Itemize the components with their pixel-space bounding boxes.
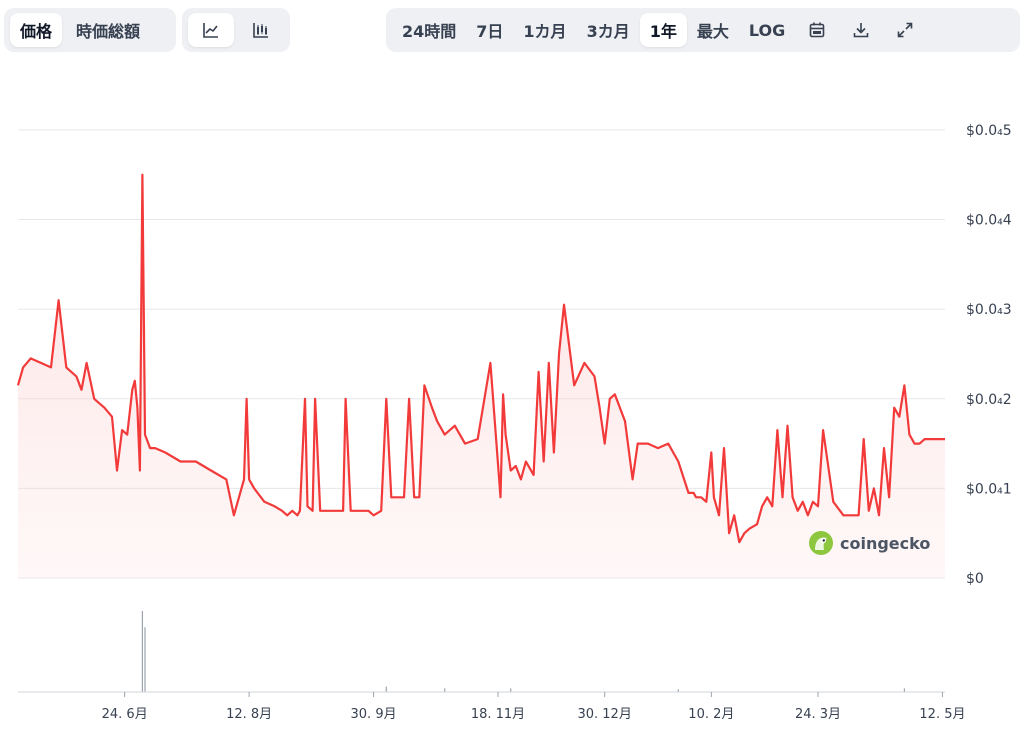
x-axis-ticks: 24. 6月 12. 8月 30. 9月 18. 11月 30. 12月 10. 2月 24… xyxy=(102,692,965,722)
y-tick-label-4: $0.0₄1 xyxy=(966,481,1012,497)
candlestick-chart-button[interactable] xyxy=(238,13,284,47)
calendar-icon xyxy=(809,22,825,38)
volume-bar-3 xyxy=(444,688,446,692)
tab-price[interactable]: 価格 xyxy=(10,13,63,47)
volume-bar-1 xyxy=(144,627,146,692)
tab-range-24h[interactable]: 24時間 xyxy=(402,22,457,41)
price-series-line xyxy=(16,173,945,544)
candlestick-chart-icon xyxy=(253,23,268,38)
y-axis-ticks: $0.0₄5 $0.0₄4 $0.0₄3 $0.0₄2 $0.0₄1 $0 xyxy=(966,123,1012,587)
metric-tab-group: 価格 時価総額 xyxy=(4,8,176,52)
tab-log-scale[interactable]: LOG xyxy=(748,20,786,40)
coingecko-watermark: coingecko xyxy=(808,530,930,556)
volume-bars xyxy=(141,611,905,692)
tab-range-max[interactable]: 最大 xyxy=(696,22,729,41)
tab-range-1y[interactable]: 1年 xyxy=(639,13,687,47)
y-tick-label-3: $0.0₄2 xyxy=(966,392,1012,408)
volume-bar-5 xyxy=(677,689,679,692)
tab-range-3m[interactable]: 3カ月 xyxy=(586,22,630,41)
volume-bar-4 xyxy=(510,688,512,692)
y-tick-label-0: $0.0₄5 xyxy=(966,123,1012,139)
range-tab-group: 24時間 7日 1カ月 3カ月 1年 最大 LOG xyxy=(386,8,1020,52)
line-chart-icon xyxy=(203,23,218,38)
download-button[interactable] xyxy=(839,13,883,47)
calendar-button[interactable] xyxy=(795,13,839,47)
line-chart-button[interactable] xyxy=(188,13,234,47)
y-tick-label-1: $0.0₄4 xyxy=(966,213,1012,229)
fullscreen-icon xyxy=(897,22,913,38)
y-tick-label-2: $0.0₄3 xyxy=(966,302,1012,318)
tab-range-7d[interactable]: 7日 xyxy=(476,22,504,41)
volume-bar-0 xyxy=(141,611,143,692)
x-tick-label-3: 18. 11月 xyxy=(471,707,525,722)
fullscreen-button[interactable] xyxy=(883,13,927,47)
y-tick-label-5: $0 xyxy=(966,571,984,587)
tab-market-cap[interactable]: 時価総額 xyxy=(76,22,141,41)
x-tick-label-6: 24. 3月 xyxy=(795,707,841,722)
volume-bar-2 xyxy=(385,686,387,692)
download-icon xyxy=(853,23,869,38)
x-tick-label-2: 30. 9月 xyxy=(351,707,397,722)
coingecko-wordmark: coingecko xyxy=(840,533,931,553)
x-tick-label-7: 12. 5月 xyxy=(919,707,965,722)
coingecko-logo-icon xyxy=(809,531,833,555)
chart-type-group xyxy=(182,8,290,52)
price-area-fill xyxy=(18,174,945,578)
x-tick-label-4: 30. 12月 xyxy=(577,707,631,722)
tab-range-1m[interactable]: 1カ月 xyxy=(523,22,567,41)
x-tick-label-5: 10. 2月 xyxy=(688,707,734,722)
x-tick-label-1: 12. 8月 xyxy=(226,707,272,722)
volume-bar-6 xyxy=(903,688,905,692)
x-tick-label-0: 24. 6月 xyxy=(102,707,148,722)
